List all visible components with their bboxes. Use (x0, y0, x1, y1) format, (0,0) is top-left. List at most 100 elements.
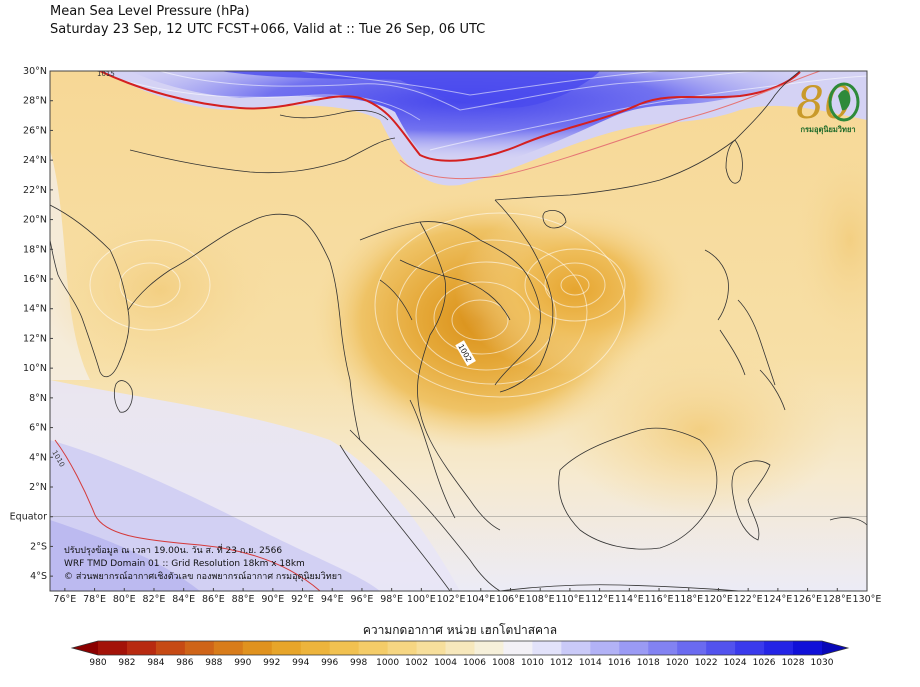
colorbar-label: 1010 (521, 658, 544, 668)
lon-tick-label: 110°E (555, 594, 584, 605)
lon-tick-label: 118°E (674, 594, 703, 605)
lat-tick-label: 22°N (23, 185, 47, 196)
lon-tick-label: 98°E (380, 594, 403, 605)
colorbar-label: 994 (292, 658, 309, 668)
colorbar-bin (300, 641, 331, 655)
colorbar-bin (561, 641, 591, 655)
colorbar-label: 990 (234, 658, 251, 668)
colorbar-bin (445, 641, 476, 655)
lon-tick-label: 86°E (202, 594, 225, 605)
longitude-labels: 76°E 78°E 80°E 82°E 84°E 86°E 88°E 90°E 92°E 94°E… (53, 588, 881, 605)
colorbar-title: ความกดอากาศ หน่วย เฮกโตปาสคาล (362, 623, 558, 637)
colorbar-label: 1026 (753, 658, 776, 668)
lon-tick-label: 128°E (823, 594, 852, 605)
lon-tick-label: 116°E (645, 594, 674, 605)
colorbar-label: 1004 (434, 658, 457, 668)
lat-tick-label: 30°N (23, 66, 47, 77)
colorbar-bin (329, 641, 360, 655)
colorbar-bin (126, 641, 157, 655)
lat-tick-label: 20°N (23, 215, 47, 226)
colorbar-label: 1012 (550, 658, 573, 668)
lat-tick-label: 16°N (23, 274, 47, 285)
colorbar-bin (358, 641, 389, 655)
copyright-note: © ส่วนพยากรณ์อากาศเชิงตัวเลข กองพยากรณ์อ… (64, 572, 343, 582)
contour-label-1015: 1015 (97, 70, 115, 78)
colorbar-label: 986 (176, 658, 193, 668)
colorbar-outline (70, 640, 850, 656)
lon-tick-label: 84°E (172, 594, 195, 605)
colorbar-bin (416, 641, 447, 655)
colorbar-bin (155, 641, 186, 655)
logo-text: กรมอุตุนิยมวิทยา (800, 125, 856, 134)
colorbar-label: 1016 (608, 658, 631, 668)
colorbar-bin (735, 641, 765, 655)
colorbar-label: 1024 (724, 658, 747, 668)
lon-tick-label: 120°E (704, 594, 733, 605)
colorbar-under-triangle (72, 641, 98, 655)
colorbar-label: 1014 (579, 658, 602, 668)
lon-tick-label: 124°E (763, 594, 792, 605)
colorbar-label: 984 (147, 658, 164, 668)
lat-tick-label: 10°N (23, 363, 47, 374)
lon-tick-label: 122°E (734, 594, 763, 605)
colorbar-bin (706, 641, 736, 655)
colorbar-label: 1022 (695, 658, 718, 668)
lat-tick-label: 14°N (23, 304, 47, 315)
colorbar-bin (532, 641, 562, 655)
colorbar-bin (184, 641, 215, 655)
coastlines (50, 71, 867, 591)
colorbar-bin (98, 641, 128, 655)
colorbar-bin (619, 641, 649, 655)
lon-tick-label: 78°E (83, 594, 106, 605)
lon-tick-label: 76°E (53, 594, 76, 605)
colorbar-label: 1030 (811, 658, 834, 668)
map-frame (49, 70, 868, 592)
lon-tick-label: 92°E (291, 594, 314, 605)
colorbar-label: 998 (350, 658, 367, 668)
colorbar-label: 980 (89, 658, 106, 668)
colorbar-label: 982 (118, 658, 135, 668)
colorbar-label: 1020 (666, 658, 689, 668)
colorbar-bin (242, 641, 273, 655)
tmd-80-anniversary-logo: 80 (796, 78, 860, 129)
lon-tick-label: 126°E (793, 594, 822, 605)
lon-tick-label: 106°E (496, 594, 525, 605)
lon-tick-label: 108°E (526, 594, 555, 605)
lon-tick-label: 130°E (853, 594, 882, 605)
lat-tick-label: 2°S (30, 541, 47, 552)
chart-subtitle: Saturday 23 Sep, 12 UTC FCST+066, Valid … (50, 22, 486, 37)
lat-tick-label: 4°N (29, 452, 47, 463)
colorbar-bin (271, 641, 302, 655)
lat-tick-label: 6°N (29, 423, 47, 434)
lon-tick-label: 82°E (143, 594, 166, 605)
colorbar-bin (590, 641, 620, 655)
colorbar-label: 1018 (637, 658, 660, 668)
colorbar-bin (648, 641, 678, 655)
lon-tick-label: 104°E (466, 594, 495, 605)
lat-tick-label: 8°N (29, 393, 47, 404)
lon-tick-label: 96°E (351, 594, 374, 605)
lat-tick-label: 18°N (23, 244, 47, 255)
update-note: ปรับปรุงข้อมูล ณ เวลา 19.00น. วัน ส. ที่… (64, 546, 283, 556)
lon-tick-label: 114°E (615, 594, 644, 605)
notes-box: ปรับปรุงข้อมูล ณ เวลา 19.00น. วัน ส. ที่… (64, 545, 342, 584)
lon-tick-label: 112°E (585, 594, 614, 605)
colorbar-bin (764, 641, 794, 655)
colorbar-over-triangle (822, 641, 848, 655)
lon-tick-label: 100°E (407, 594, 436, 605)
lon-tick-label: 94°E (321, 594, 344, 605)
lat-tick-label: 2°N (29, 482, 47, 493)
lon-tick-label: 102°E (437, 594, 466, 605)
lat-tick-label: 26°N (23, 125, 47, 136)
lat-tick-label: 4°S (30, 571, 47, 582)
colorbar-bin (213, 641, 244, 655)
colorbar-label: 1008 (492, 658, 515, 668)
colorbar-bin (677, 641, 707, 655)
colorbar-label: 1006 (463, 658, 486, 668)
lat-tick-label: 24°N (23, 155, 47, 166)
lon-tick-label: 80°E (113, 594, 136, 605)
model-note: WRF TMD Domain 01 :: Grid Resolution 18k… (64, 559, 305, 569)
colorbar-label: 1028 (782, 658, 805, 668)
colorbar-label: 992 (263, 658, 280, 668)
